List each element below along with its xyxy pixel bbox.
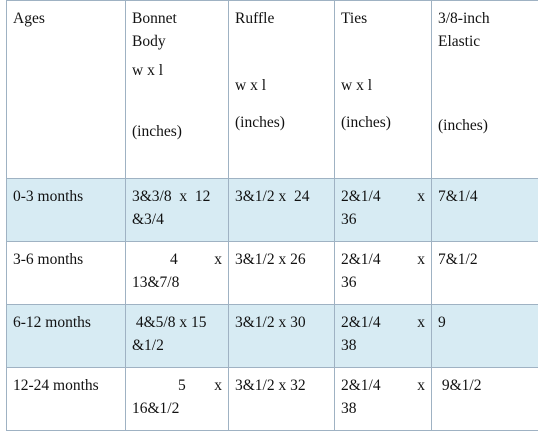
ties-value-line2: 36 (341, 211, 357, 228)
cell-bonnet: 3&3/8 x 12 &3/4 (125, 178, 229, 242)
cell-ruffle: 3&1/2 x 32 (228, 367, 335, 431)
header-ties-label: Ties (341, 10, 368, 27)
sizing-table: Ages Bonnet Body w x l (inches) Ruffle w… (6, 0, 538, 431)
table-row: 6-12 months 4&5/8 x 15 &1/2 3&1/2 x 30 2… (6, 304, 538, 368)
cell-ruffle: 3&1/2 x 24 (228, 178, 335, 242)
header-bonnet-units: w x l (132, 62, 163, 79)
cell-elastic: 9&1/2 (431, 367, 538, 431)
cell-bonnet: 4&5/8 x 15 &1/2 (125, 304, 229, 368)
header-elastic-line1: 3/8-inch (438, 10, 490, 27)
ruffle-value: 3&1/2 x 26 (235, 251, 306, 268)
header-ruffle-inches: (inches) (235, 114, 285, 131)
header-bonnet-line2: Body (132, 33, 166, 50)
header-bonnet-line1: Bonnet (132, 10, 177, 27)
ties-x: x (417, 314, 425, 331)
ties-value-line1: 2&1/4 (341, 377, 381, 394)
header-ages: Ages (6, 0, 126, 179)
age-text: 6-12 months (13, 314, 91, 331)
elastic-value: 9 (438, 314, 446, 331)
bonnet-value-line1: 5 (178, 377, 186, 394)
header-elastic-line2: Elastic (438, 33, 481, 50)
cell-ties: 2&1/4 x 36 (334, 178, 432, 242)
elastic-value: 7&1/2 (438, 251, 478, 268)
table-header-row: Ages Bonnet Body w x l (inches) Ruffle w… (6, 0, 538, 179)
ruffle-value: 3&1/2 x 32 (235, 377, 306, 394)
ties-value-line2: 36 (341, 274, 357, 291)
ruffle-value: 3&1/2 x 24 (235, 188, 310, 205)
header-bonnet-inches: (inches) (132, 123, 182, 140)
age-text: 3-6 months (13, 251, 84, 268)
cell-ruffle: 3&1/2 x 26 (228, 241, 335, 305)
bonnet-value-line2: 13&7/8 (132, 274, 180, 291)
cell-age: 3-6 months (6, 241, 126, 305)
table-row: 12-24 months 5 x 16&1/2 3&1/2 x 32 2&1/4 x… (6, 367, 538, 431)
cell-elastic: 9 (431, 304, 538, 368)
header-bonnet-body: Bonnet Body w x l (inches) (125, 0, 229, 179)
bonnet-x: x (214, 251, 222, 268)
header-ruffle-label: Ruffle (235, 10, 275, 27)
header-ruffle: Ruffle w x l (inches) (228, 0, 335, 179)
ties-value-line1: 2&1/4 (341, 314, 381, 331)
ties-x: x (417, 188, 425, 205)
ties-value-line1: 2&1/4 (341, 251, 381, 268)
cell-ties: 2&1/4 x 36 (334, 241, 432, 305)
cell-bonnet: 5 x 16&1/2 (125, 367, 229, 431)
elastic-value: 9&1/2 (438, 377, 482, 394)
table-row: 0-3 months 3&3/8 x 12 &3/4 3&1/2 x 24 2&… (6, 178, 538, 242)
cell-age: 6-12 months (6, 304, 126, 368)
header-ruffle-units: w x l (235, 77, 266, 94)
header-ties-units: w x l (341, 77, 372, 94)
ties-value-line2: 38 (341, 337, 357, 354)
ties-x: x (417, 377, 425, 394)
elastic-value: 7&1/4 (438, 188, 478, 205)
cell-age: 12-24 months (6, 367, 126, 431)
bonnet-value-line2: &1/2 (132, 337, 164, 354)
header-ages-label: Ages (13, 10, 45, 27)
cell-ties: 2&1/4 x 38 (334, 367, 432, 431)
cell-elastic: 7&1/2 (431, 241, 538, 305)
ties-value-line1: 2&1/4 (341, 188, 381, 205)
ties-x: x (417, 251, 425, 268)
cell-age: 0-3 months (6, 178, 126, 242)
age-text: 0-3 months (13, 188, 84, 205)
bonnet-value-line2: 16&1/2 (132, 400, 180, 417)
cell-ruffle: 3&1/2 x 30 (228, 304, 335, 368)
bonnet-value-line1: 4&5/8 x 15 (132, 314, 207, 331)
cell-ties: 2&1/4 x 38 (334, 304, 432, 368)
header-ties-inches: (inches) (341, 114, 391, 131)
bonnet-value-line2: &3/4 (132, 211, 164, 228)
bonnet-x: x (214, 377, 222, 394)
ruffle-value: 3&1/2 x 30 (235, 314, 306, 331)
bonnet-value-line1: 3&3/8 x 12 (132, 188, 211, 205)
header-ties: Ties w x l (inches) (334, 0, 432, 179)
cell-bonnet: 4 x 13&7/8 (125, 241, 229, 305)
table-row: 3-6 months 4 x 13&7/8 3&1/2 x 26 2&1/4 x 3… (6, 241, 538, 305)
header-elastic: 3/8-inch Elastic (inches) (431, 0, 538, 179)
age-text: 12-24 months (13, 377, 99, 394)
header-elastic-inches: (inches) (438, 117, 488, 134)
bonnet-value-line1: 4 (170, 251, 178, 268)
cell-elastic: 7&1/4 (431, 178, 538, 242)
ties-value-line2: 38 (341, 400, 357, 417)
